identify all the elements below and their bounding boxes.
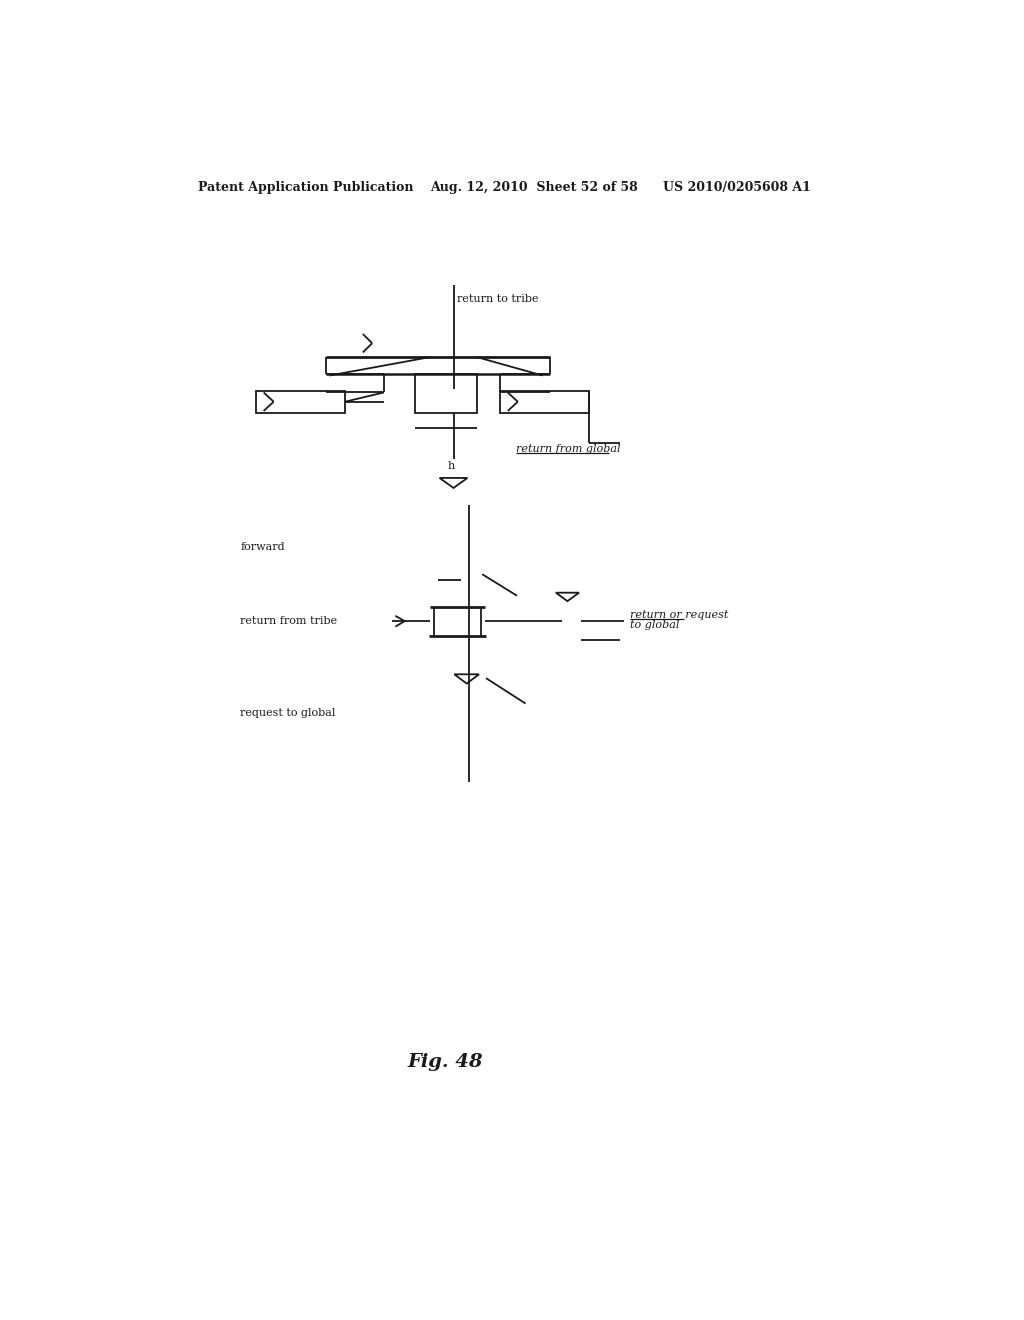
Text: to global: to global <box>630 620 680 630</box>
Text: Patent Application Publication: Patent Application Publication <box>198 181 414 194</box>
Text: return or request: return or request <box>630 610 728 620</box>
Text: return from global: return from global <box>515 445 620 454</box>
Text: US 2010/0205608 A1: US 2010/0205608 A1 <box>663 181 811 194</box>
Text: Aug. 12, 2010  Sheet 52 of 58: Aug. 12, 2010 Sheet 52 of 58 <box>430 181 638 194</box>
Text: request to global: request to global <box>241 708 336 718</box>
Text: forward: forward <box>241 543 285 552</box>
Text: h: h <box>447 462 455 471</box>
Bar <box>415 374 477 412</box>
Text: return from tribe: return from tribe <box>241 616 338 626</box>
Bar <box>500 391 589 412</box>
Bar <box>256 391 345 412</box>
Text: Fig. 48: Fig. 48 <box>407 1052 482 1071</box>
Text: return to tribe: return to tribe <box>458 294 539 305</box>
